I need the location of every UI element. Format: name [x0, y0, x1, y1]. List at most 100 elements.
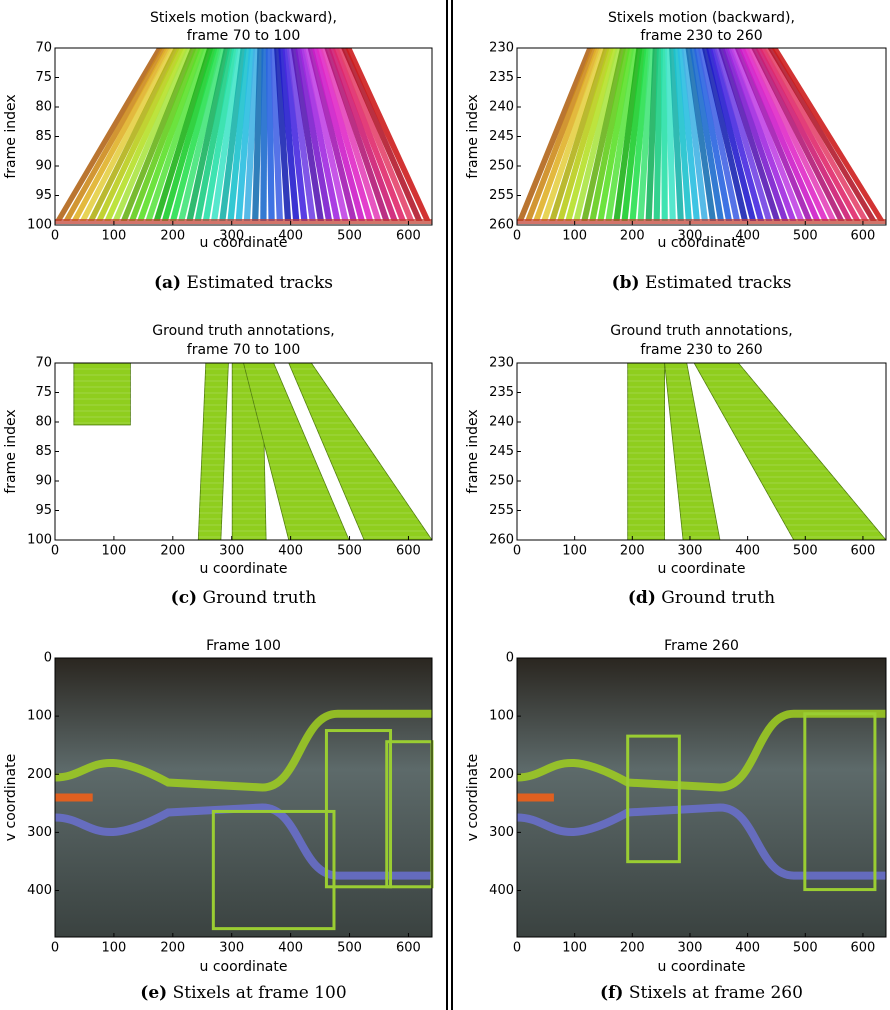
track: [260, 48, 268, 221]
track: [227, 48, 252, 221]
x-tick-label: 600: [396, 544, 421, 559]
x-tick-label: 100: [562, 544, 587, 559]
x-tick-label: 100: [101, 229, 126, 244]
track: [202, 48, 239, 221]
track: [763, 48, 869, 221]
x-tick-label: 200: [620, 229, 645, 244]
track: [63, 48, 168, 221]
track: [771, 48, 885, 221]
y-tick-label: 75: [35, 70, 52, 85]
track: [734, 48, 813, 221]
track: [153, 48, 214, 221]
x-tick-label: 200: [620, 941, 645, 956]
track: [161, 48, 218, 221]
x-tick-label: 500: [793, 544, 818, 559]
track: [738, 48, 821, 221]
track: [341, 48, 423, 221]
y-tick-label: 90: [35, 474, 52, 489]
track: [637, 48, 655, 221]
photo: [55, 658, 432, 937]
panel-title: Stixels motion (backward),: [150, 10, 337, 26]
track: [299, 48, 341, 221]
y-tick-label: 255: [489, 503, 514, 518]
track: [87, 48, 180, 221]
track: [274, 48, 292, 221]
panel-title: frame 230 to 260: [640, 342, 762, 358]
track: [71, 48, 172, 221]
track: [565, 48, 618, 221]
caption-text: Estimated tracks: [187, 273, 333, 293]
x-tick-label: 500: [793, 229, 818, 244]
track: [320, 48, 382, 221]
y-tick-label: 75: [35, 385, 52, 400]
y-tick-label: 200: [489, 767, 514, 782]
panel-title: Stixels motion (backward),: [608, 10, 795, 26]
track: [328, 48, 398, 221]
y-tick-label: 240: [489, 100, 514, 115]
x-tick-label: 600: [851, 941, 876, 956]
panel-title: frame 70 to 100: [187, 28, 300, 44]
track: [669, 48, 684, 221]
x-axis-label: u coordinate: [200, 235, 288, 251]
panel: 0 100 200 300 400 500 600 230 235 240 245 250 255 260…: [465, 10, 887, 293]
caption: (d) Ground truth: [628, 588, 775, 608]
x-tick-label: 0: [51, 941, 59, 956]
x-axis-label: u coordinate: [658, 959, 746, 975]
y-tick-label: 85: [35, 444, 52, 459]
x-tick-label: 200: [160, 941, 185, 956]
track: [747, 48, 837, 221]
x-tick-label: 200: [160, 544, 185, 559]
stixel-curve: [516, 803, 886, 880]
track: [186, 48, 231, 221]
track: [194, 48, 235, 221]
caption-label: (c): [171, 588, 197, 608]
x-tick-label: 0: [51, 229, 59, 244]
track: [286, 48, 316, 221]
track: [730, 48, 805, 221]
track: [677, 48, 700, 221]
track: [621, 48, 647, 221]
track: [525, 48, 598, 221]
y-tick-label: 235: [489, 70, 514, 85]
x-tick-label: 300: [219, 229, 244, 244]
stixel-curve: [54, 709, 432, 792]
x-tick-label: 500: [337, 229, 362, 244]
x-tick-label: 500: [793, 941, 818, 956]
x-tick-label: 400: [735, 544, 760, 559]
y-tick-label: 100: [27, 709, 52, 724]
track: [681, 48, 708, 221]
track: [137, 48, 205, 221]
caption-text: Ground truth: [661, 588, 775, 608]
x-tick-label: 100: [562, 229, 587, 244]
x-tick-label: 600: [396, 941, 421, 956]
track: [653, 48, 663, 221]
axes-frame: [516, 657, 887, 938]
track: [759, 48, 861, 221]
panel: 0 100 200 300 400 500 600 230 235 240 245 250 255 260…: [465, 323, 887, 608]
x-tick-label: 600: [851, 229, 876, 244]
track: [324, 48, 390, 221]
panel: 0 100 200 300 400 500 600707580859095100Stixel…: [3, 10, 433, 293]
track: [755, 48, 853, 221]
y-axis-label: v coordinate: [465, 754, 481, 841]
x-tick-label: 400: [735, 941, 760, 956]
track: [685, 48, 717, 221]
track: [629, 48, 651, 221]
y-tick-label: 80: [35, 415, 52, 430]
y-tick-label: 230: [489, 41, 514, 56]
y-tick-label: 0: [506, 651, 514, 666]
x-tick-label: 300: [219, 941, 244, 956]
y-tick-label: 260: [489, 533, 514, 548]
x-tick-label: 400: [278, 544, 303, 559]
y-tick-label: 260: [489, 218, 514, 233]
y-tick-label: 85: [35, 129, 52, 144]
x-tick-label: 500: [337, 941, 362, 956]
y-tick-label: 400: [27, 883, 52, 898]
track: [665, 48, 676, 221]
track: [533, 48, 602, 221]
axes-frame: [54, 657, 433, 938]
x-tick-label: 0: [51, 544, 59, 559]
y-axis-label: frame index: [3, 94, 19, 178]
track: [243, 48, 260, 221]
